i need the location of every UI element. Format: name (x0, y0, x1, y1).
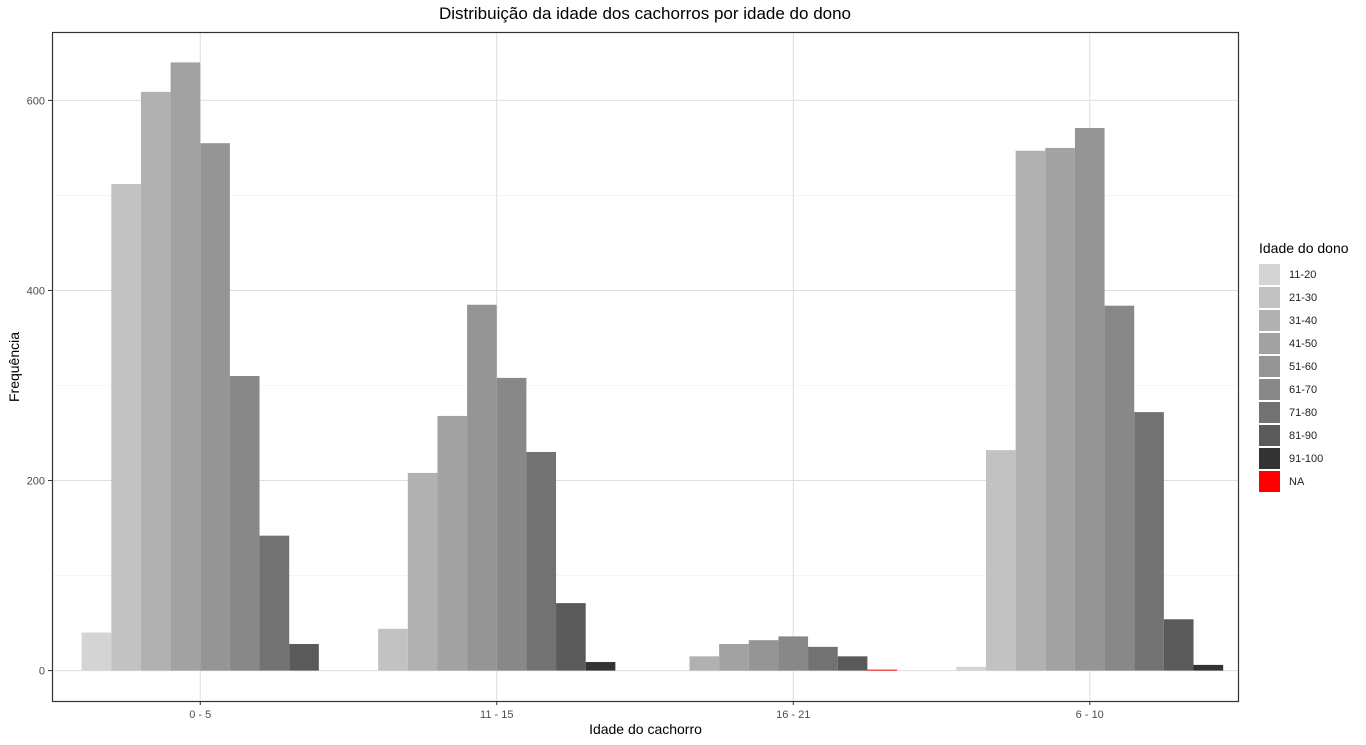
y-tick-label: 200 (27, 476, 45, 488)
bar-41-50-0-5 (170, 62, 201, 671)
y-tick-label: 400 (27, 285, 45, 297)
legend-label: 81-90 (1289, 429, 1318, 442)
legend-item: 61-70 (1259, 378, 1349, 401)
legend-label: 71-80 (1289, 406, 1318, 419)
bar-71-80-6-10 (1134, 412, 1164, 671)
bar-81-90-16-21 (837, 656, 868, 671)
bars (81, 62, 1224, 671)
legend-label: 31-40 (1289, 314, 1318, 327)
y-axis-label: Frequência (6, 331, 22, 403)
bar-81-90-6-10 (1163, 619, 1194, 671)
legend-item: 91-100 (1259, 447, 1349, 470)
bar-31-40-0-5 (140, 91, 171, 671)
bar-21-30-11-15 (378, 628, 408, 671)
bar-61-70-0-5 (229, 376, 260, 671)
legend-label: 21-30 (1289, 291, 1318, 304)
bar-61-70-6-10 (1104, 305, 1135, 671)
panel-border (51, 31, 1240, 703)
bar-21-30-6-10 (985, 450, 1016, 671)
x-tick-label: 6 - 10 (1076, 709, 1104, 721)
legend-key (1259, 287, 1280, 308)
bar-51-60-0-5 (200, 143, 230, 671)
legend-item: 71-80 (1259, 401, 1349, 424)
legend-item: 51-60 (1259, 355, 1349, 378)
bar-61-70-16-21 (778, 636, 809, 671)
y-tick-label: 0 (39, 666, 45, 678)
bar-41-50-11-15 (437, 415, 468, 671)
bar-51-60-16-21 (748, 640, 779, 671)
legend-title: Idade do dono (1259, 240, 1349, 256)
x-tick-label: 11 - 15 (480, 709, 513, 721)
bar-81-90-0-5 (289, 643, 319, 671)
legend-label: 61-70 (1289, 383, 1318, 396)
legend-key (1259, 471, 1280, 492)
legend-item: 11-20 (1259, 263, 1349, 286)
bar-91-100-6-10 (1193, 664, 1224, 671)
y-tick-label: 600 (27, 95, 45, 107)
x-tick-label: 16 - 21 (776, 709, 810, 721)
bar-51-60-11-15 (467, 304, 497, 671)
legend: Idade do dono 11-20 21-30 31-40 41-50 51-60 6… (1259, 240, 1349, 493)
x-axis-label: Idade do cachorro (589, 721, 702, 737)
legend-items: 11-20 21-30 31-40 41-50 51-60 61-70 71-80 81-90… (1259, 263, 1349, 493)
legend-label: 41-50 (1289, 337, 1318, 350)
bar-31-40-6-10 (1015, 150, 1046, 671)
legend-key (1259, 264, 1280, 285)
legend-key (1259, 448, 1280, 469)
bar-NA-16-21 (867, 669, 898, 671)
bar-11-20-6-10 (956, 666, 986, 671)
bar-71-80-11-15 (526, 452, 557, 671)
bar-81-90-11-15 (556, 603, 586, 671)
legend-key (1259, 425, 1280, 446)
bar-41-50-6-10 (1045, 147, 1075, 671)
bar-41-50-16-21 (719, 643, 749, 671)
legend-item: 21-30 (1259, 286, 1349, 309)
legend-item: 41-50 (1259, 332, 1349, 355)
bar-61-70-11-15 (496, 377, 527, 671)
legend-label: 51-60 (1289, 360, 1318, 373)
bar-21-30-0-5 (111, 184, 141, 671)
legend-item: 81-90 (1259, 424, 1349, 447)
legend-key (1259, 333, 1280, 354)
bar-51-60-6-10 (1074, 127, 1105, 671)
legend-item: NA (1259, 470, 1349, 493)
legend-item: 31-40 (1259, 309, 1349, 332)
bar-31-40-11-15 (407, 472, 438, 671)
legend-key (1259, 379, 1280, 400)
legend-key (1259, 356, 1280, 377)
bar-31-40-16-21 (689, 656, 720, 671)
x-tick-label: 0 - 5 (189, 709, 211, 721)
legend-label: 91-100 (1289, 452, 1324, 465)
legend-label: 11-20 (1289, 268, 1317, 281)
bar-71-80-0-5 (259, 535, 290, 671)
bar-91-100-11-15 (585, 662, 616, 671)
legend-label: NA (1289, 475, 1305, 488)
bar-11-20-0-5 (81, 632, 112, 671)
legend-key (1259, 402, 1280, 423)
bar-71-80-16-21 (808, 646, 838, 671)
legend-key (1259, 310, 1280, 331)
chart-title: Distribuição da idade dos cachorros por … (438, 4, 852, 23)
axis-ticks: 0 200 400 600 0 - 5 11 - 15 16 - 21 6 - 10 (27, 95, 1104, 721)
